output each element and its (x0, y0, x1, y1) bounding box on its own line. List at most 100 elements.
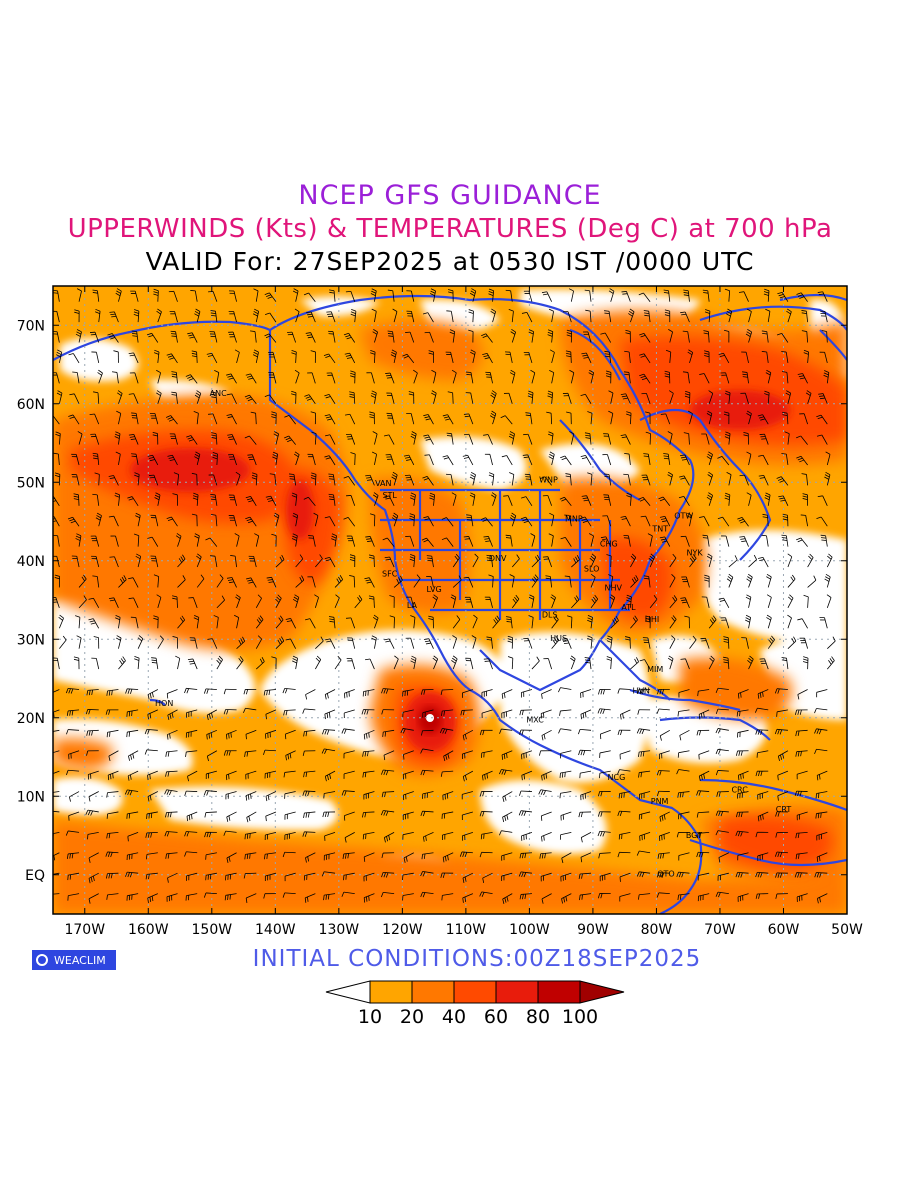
wind-barb (530, 369, 536, 384)
wind-barb (451, 369, 457, 384)
wind-barb (667, 471, 673, 486)
wind-barb (111, 371, 119, 384)
wind-barb (817, 495, 828, 506)
wind-barb (423, 434, 434, 445)
wind-barb (228, 290, 237, 302)
wind-barb (210, 310, 218, 323)
wind-barb (115, 288, 122, 302)
wind-barb (758, 454, 769, 466)
wind-barb (310, 472, 317, 486)
wind-barb (117, 390, 123, 404)
wind-barb (110, 535, 119, 547)
wind-barb (328, 473, 336, 486)
wind-barb (447, 391, 454, 404)
wind-barb (304, 394, 316, 404)
wind-barb (405, 535, 415, 547)
wind-barb (324, 394, 336, 404)
wind-barb (293, 451, 300, 466)
wind-barb (600, 332, 612, 343)
wind-barb (350, 308, 357, 323)
wind-barb (782, 411, 789, 425)
wind-barb (92, 452, 100, 466)
wind-barb (391, 512, 399, 527)
wind-barb (463, 433, 474, 445)
wind-barb (819, 351, 828, 364)
wind-barb (245, 495, 257, 507)
wind-barb (307, 453, 316, 466)
wind-barb (582, 331, 592, 343)
wind-barb (818, 393, 828, 404)
wind-barb (370, 349, 376, 363)
wind-barb (564, 514, 572, 527)
wind-barb (147, 536, 159, 547)
wind-barb (390, 349, 397, 364)
wind-barb (659, 515, 671, 527)
wind-barb (604, 473, 612, 486)
wind-barb (559, 496, 572, 507)
wind-barb (584, 289, 592, 302)
wind-barb (639, 332, 651, 343)
wind-barb (294, 308, 300, 323)
wind-barb (383, 434, 395, 445)
wind-barb (369, 513, 376, 527)
wind-barb (469, 288, 477, 302)
wind-barb (706, 451, 713, 466)
wind-barb (785, 390, 792, 404)
wind-barb (623, 534, 631, 547)
wind-barb (484, 453, 493, 466)
wind-barb (190, 290, 198, 302)
wind-barb (228, 494, 237, 506)
wind-barb (90, 433, 100, 445)
wind-barb (75, 329, 82, 343)
wind-barb (130, 290, 139, 302)
wind-barb (245, 373, 257, 384)
wind-barb (764, 390, 770, 404)
wind-barb (72, 371, 80, 384)
wind-barb (640, 515, 651, 527)
wind-barb (667, 431, 673, 445)
wind-barb (816, 434, 828, 445)
wind-barb (584, 432, 592, 445)
wind-barb (523, 290, 533, 302)
wind-barb (94, 472, 100, 486)
wind-barb (523, 433, 533, 445)
wind-speed-shading (53, 286, 847, 914)
wind-barb (742, 371, 749, 384)
wind-barb (679, 475, 690, 486)
wind-barb (234, 533, 240, 547)
wind-barb (344, 352, 356, 364)
wind-barb (194, 308, 201, 323)
wind-barb (580, 516, 592, 527)
colorbar-under-arrow (325, 980, 371, 1004)
wind-barb (641, 474, 651, 486)
wind-barb (350, 370, 356, 384)
wind-barb (208, 474, 218, 486)
wind-barb (328, 493, 336, 506)
wind-barb (421, 537, 434, 547)
wind-barb (468, 309, 474, 323)
wind-barb (641, 392, 651, 404)
wind-barb (580, 393, 592, 404)
wind-barb (251, 472, 258, 486)
wind-barb (786, 308, 792, 323)
wind-barb (76, 288, 82, 302)
wind-barb (738, 291, 749, 302)
wind-barb (488, 472, 495, 486)
wind-barb (156, 390, 162, 404)
wind-barb (382, 537, 395, 547)
wind-barb (825, 451, 831, 466)
wind-barb (485, 371, 493, 384)
wind-barb (680, 311, 690, 323)
wind-barb (741, 351, 749, 364)
wind-barb (765, 308, 771, 323)
wind-barb (410, 431, 417, 445)
wind-barb (192, 492, 199, 506)
wind-barb (446, 432, 454, 445)
wind-barb (346, 495, 356, 506)
wind-barb (128, 393, 139, 404)
wind-barb (324, 455, 336, 466)
wind-barb (448, 289, 454, 302)
wind-barb (481, 333, 493, 343)
wind-barb (759, 433, 769, 445)
wind-barb (265, 495, 277, 506)
